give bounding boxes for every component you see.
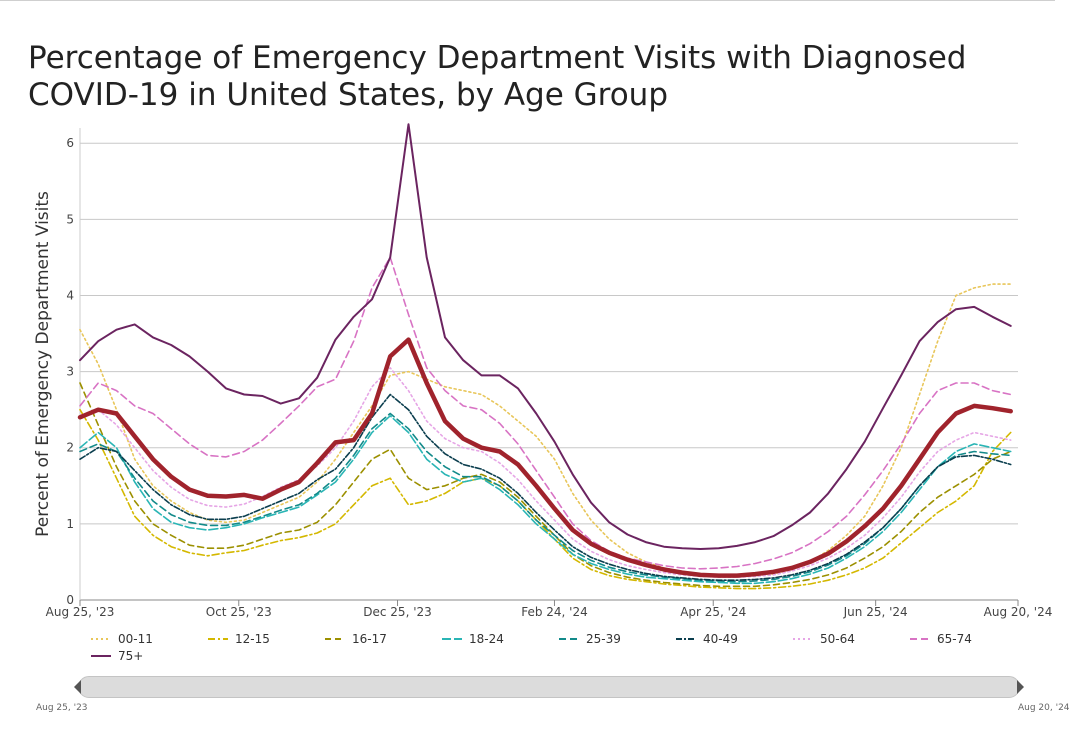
navigator-right-handle[interactable] [1017, 680, 1024, 694]
navigator-end-label: Aug 20, '24 [1018, 703, 1070, 713]
legend-swatch-12-15 [208, 638, 228, 640]
legend-label-00-11: 00-11 [118, 632, 153, 646]
chart-title: Percentage of Emergency Department Visit… [28, 40, 967, 113]
legend-swatch-50-64 [793, 638, 813, 640]
y-axis-title: Percent of Emergency Department Visits [33, 191, 53, 537]
y-tick-label-2: 2 [66, 441, 74, 455]
series-line-16-17 [79, 382, 1012, 588]
series-line-75- [79, 123, 1012, 550]
navigator-start-label: Aug 25, '23 [36, 703, 88, 713]
y-tick-label-3: 3 [66, 365, 74, 379]
legend-item-18-24[interactable]: 18-24 [441, 632, 504, 646]
legend-item-00-11[interactable]: 00-11 [90, 632, 153, 646]
legend-item-12-15[interactable]: 12-15 [207, 632, 270, 646]
x-tick-label-6: Aug 20, '24 [984, 605, 1053, 619]
series-line-18-24 [79, 415, 1012, 585]
x-tick-label-1: Oct 25, '23 [206, 605, 272, 619]
legend-swatch-18-24 [442, 638, 462, 640]
y-tick-label-5: 5 [66, 212, 74, 226]
x-tick-label-3: Feb 24, '24 [521, 605, 588, 619]
legend-item-65-74[interactable]: 65-74 [909, 632, 972, 646]
legend-label-40-49: 40-49 [703, 632, 738, 646]
legend-item-75-[interactable]: 75+ [90, 649, 143, 663]
legend-swatch-16-17 [325, 638, 345, 640]
legend-swatch-40-49 [676, 638, 696, 640]
x-tick-label-0: Aug 25, '23 [46, 605, 115, 619]
y-tick-label-6: 6 [66, 136, 74, 150]
range-navigator[interactable] [74, 676, 1024, 698]
series-line-00-11 [79, 283, 1012, 578]
navigator-scrollbar[interactable] [78, 676, 1020, 698]
legend-label-16-17: 16-17 [352, 632, 387, 646]
series-line-40-49 [79, 393, 1012, 581]
legend-label-65-74: 65-74 [937, 632, 972, 646]
legend-item-40-49[interactable]: 40-49 [675, 632, 738, 646]
legend-item-50-64[interactable]: 50-64 [792, 632, 855, 646]
navigator-left-handle[interactable] [74, 680, 81, 694]
x-tick-label-5: Jun 25, '24 [843, 605, 908, 619]
x-tick-label-2: Dec 25, '23 [363, 605, 432, 619]
legend-swatch-75- [91, 655, 111, 657]
series-line-all [77, 337, 1013, 578]
legend-item-25-39[interactable]: 25-39 [558, 632, 621, 646]
legend-swatch-65-74 [910, 638, 930, 640]
y-tick-label-0: 0 [66, 593, 74, 607]
legend-swatch-25-39 [559, 638, 579, 640]
legend-label-75-: 75+ [118, 649, 144, 663]
legend-swatch-00-11 [91, 638, 111, 640]
top-divider [0, 0, 1055, 1]
y-tick-label-4: 4 [66, 288, 74, 302]
x-tick-label-4: Apr 25, '24 [680, 605, 746, 619]
legend-item-16-17[interactable]: 16-17 [324, 632, 387, 646]
y-tick-label-1: 1 [66, 517, 74, 531]
series-line-50-64 [79, 367, 1012, 578]
legend-label-18-24: 18-24 [469, 632, 504, 646]
legend-label-50-64: 50-64 [820, 632, 855, 646]
legend-label-12-15: 12-15 [235, 632, 270, 646]
series-line-65-74 [79, 256, 1012, 570]
series-line-25-39 [79, 412, 1012, 583]
legend-label-25-39: 25-39 [586, 632, 621, 646]
series-line-12-15 [79, 408, 1012, 590]
